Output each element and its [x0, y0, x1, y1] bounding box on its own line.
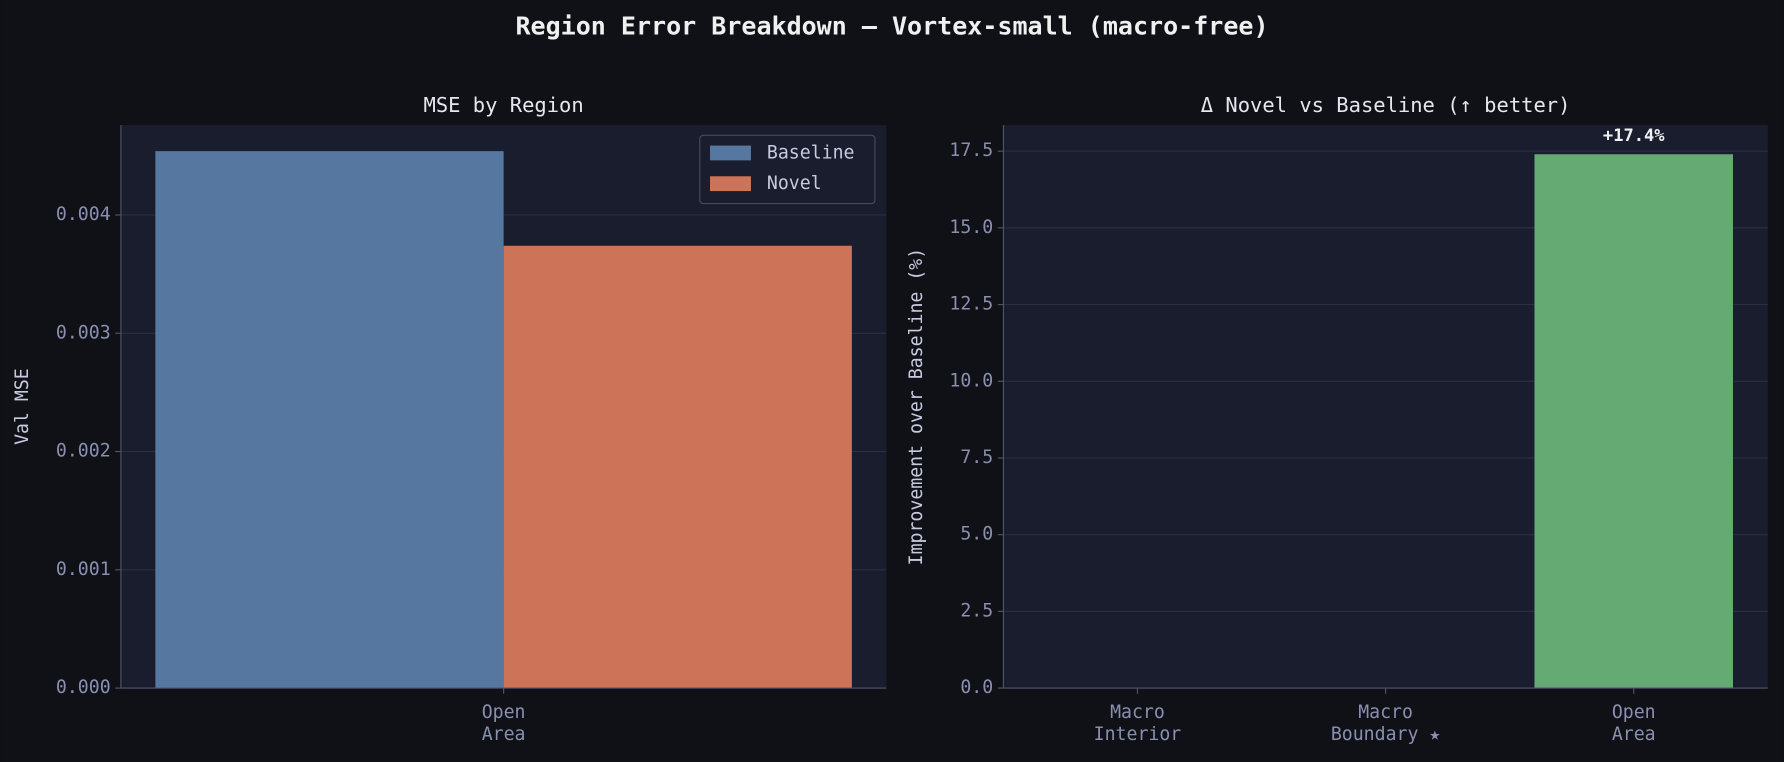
y-axis-label: Val MSE	[12, 368, 33, 445]
y-tick-label: 0.0	[960, 677, 993, 698]
x-tick-label: Macro Boundary ★	[1331, 702, 1441, 745]
x-tick-label: Macro Interior	[1094, 702, 1182, 745]
x-tick-label: Open Area	[1612, 702, 1656, 745]
y-tick-label: 2.5	[960, 600, 993, 621]
bar	[1534, 154, 1733, 689]
bar	[155, 151, 504, 689]
y-tick-label: 0.000	[56, 677, 111, 698]
x-tick-label: Open Area	[482, 702, 526, 745]
legend-swatch	[710, 176, 751, 192]
panel-title: Δ Novel vs Baseline (↑ better)	[1201, 93, 1571, 117]
value-label: +17.4%	[1603, 126, 1665, 146]
y-tick-label: 0.001	[56, 559, 111, 580]
y-tick-label: 0.003	[56, 322, 111, 343]
bar	[503, 245, 852, 689]
legend-label: Novel	[767, 173, 822, 194]
panel-title: MSE by Region	[424, 93, 584, 117]
figure-title: Region Error Breakdown — Vortex-small (m…	[515, 11, 1268, 40]
y-tick-label: 12.5	[949, 294, 993, 315]
legend-label: Baseline	[767, 143, 855, 164]
legend-swatch	[710, 145, 751, 161]
y-tick-label: 0.004	[56, 204, 111, 225]
y-tick-label: 17.5	[949, 140, 993, 161]
y-tick-label: 0.002	[56, 441, 111, 462]
y-tick-label: 15.0	[949, 217, 993, 238]
y-tick-label: 7.5	[960, 447, 993, 468]
y-axis-label: Improvement over Baseline (%)	[906, 248, 927, 566]
y-tick-label: 5.0	[960, 524, 993, 545]
y-tick-label: 10.0	[949, 370, 993, 391]
